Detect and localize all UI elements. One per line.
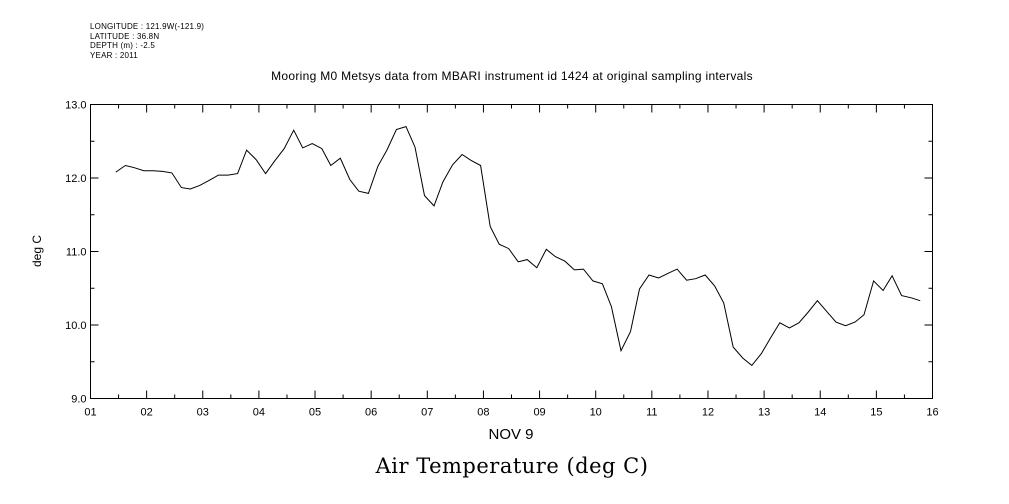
longitude-text: LONGITUDE : 121.9W(-121.9) [90, 22, 205, 31]
x-tick-label: 01 [84, 407, 96, 419]
x-tick-label: 08 [477, 407, 489, 419]
x-tick-label: 11 [646, 407, 657, 419]
x-tick-label: 02 [141, 407, 153, 419]
x-tick-label: 04 [253, 407, 265, 419]
x-tick-label: 16 [926, 407, 938, 419]
x-tick-label: 12 [702, 407, 714, 419]
variable-title: Air Temperature (deg C) [375, 454, 649, 478]
air-temperature-series-line [115, 125, 921, 367]
y-tick-label: 10.0 [65, 320, 86, 332]
x-tick-label: 06 [365, 407, 377, 419]
axis-tick-labels: 01 02 03 04 05 06 07 08 09 10 11 12 13 14 15 16 9.0 10.0 1… [65, 100, 939, 419]
x-axis-label: NOV 9 [488, 426, 533, 443]
plot-frame [90, 104, 933, 399]
y-tick-label: 9.0 [71, 394, 86, 406]
depth-text: DEPTH (m) : -2.5 [90, 41, 155, 50]
y-axis-label: deg C [30, 235, 44, 267]
latitude-text: LATITUDE : 36.8N [90, 31, 160, 41]
x-tick-label: 05 [309, 407, 321, 419]
x-tick-label: 14 [814, 407, 826, 419]
x-tick-label: 07 [421, 407, 433, 419]
y-tick-label: 13.0 [65, 100, 86, 112]
x-tick-label: 09 [533, 407, 545, 419]
x-tick-label: 03 [197, 407, 209, 419]
metadata-block: LONGITUDE : 121.9W(-121.9) LATITUDE : 36… [90, 22, 204, 60]
x-tick-label: 13 [758, 407, 770, 419]
chart-title: Mooring M0 Metsys data from MBARI instru… [271, 69, 753, 83]
y-tick-label: 11.0 [66, 247, 87, 259]
year-text: YEAR : 2011 [90, 50, 138, 60]
axis-ticks [90, 104, 933, 399]
x-tick-label: 15 [870, 407, 882, 419]
y-tick-label: 12.0 [65, 173, 86, 185]
x-tick-label: 10 [590, 407, 602, 419]
